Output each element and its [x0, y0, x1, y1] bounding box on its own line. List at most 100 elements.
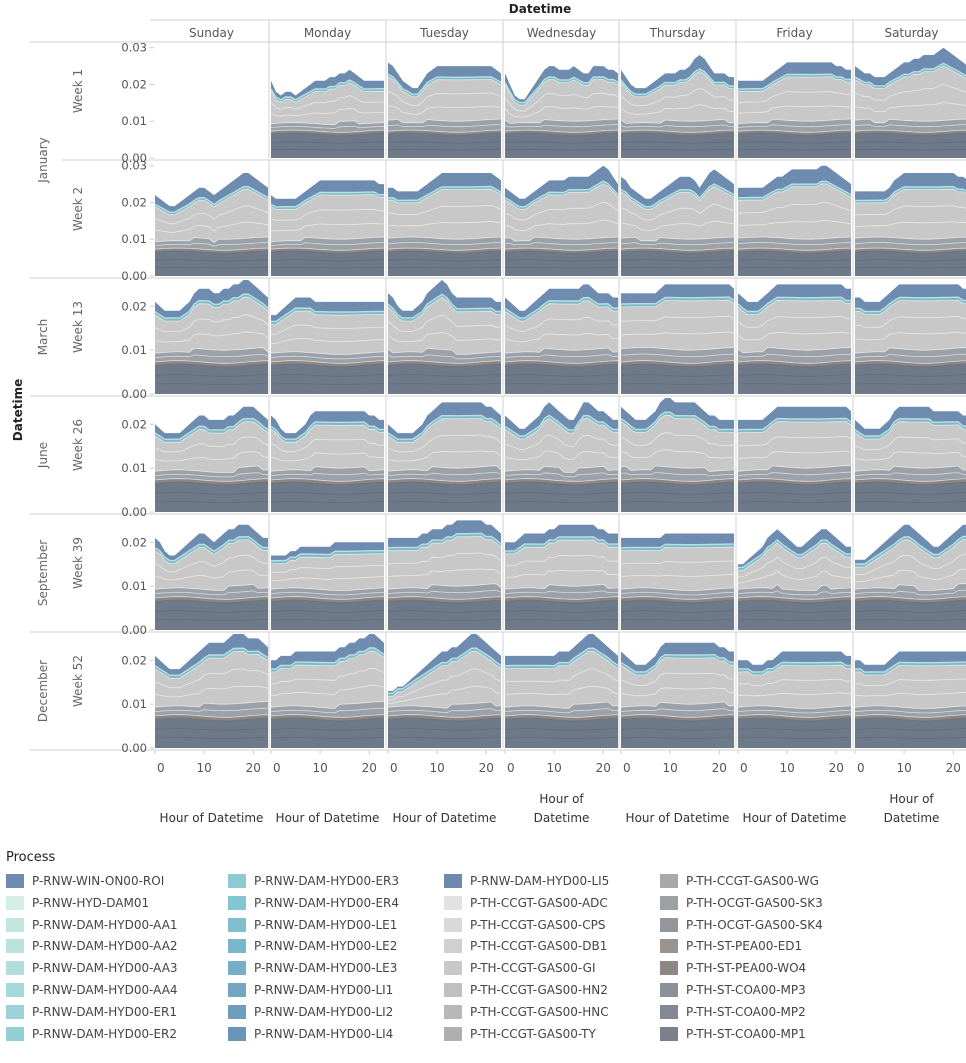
x-tick-label: 10: [896, 761, 911, 775]
layer-separator: [854, 299, 966, 315]
layer-separator: [854, 596, 966, 600]
layer-separator: [154, 221, 269, 233]
layer-separator: [387, 478, 502, 482]
hydro-highlight: [387, 73, 502, 95]
peat-area: [621, 478, 734, 485]
layer-separator: [737, 250, 852, 254]
layer-separator: [504, 259, 618, 262]
x-tick-label: 0: [390, 761, 398, 775]
wind-area: [621, 55, 734, 95]
layer-separator: [154, 707, 269, 712]
legend-label: P-RNW-DAM-HYD00-AA2: [32, 939, 178, 954]
layer-separator: [270, 247, 385, 251]
legend-label: P-RNW-DAM-HYD00-LE2: [254, 939, 398, 954]
legend-swatch: [228, 961, 246, 976]
layer-separator: [154, 728, 269, 731]
layer-separator: [504, 481, 619, 486]
coal-area: [155, 482, 268, 512]
layer-separator: [387, 501, 501, 503]
x-tick-label: 20: [946, 761, 961, 775]
wind-area: [388, 62, 501, 95]
layer-separator: [270, 129, 385, 133]
layer-separator: [620, 242, 735, 246]
layer-separator: [387, 717, 502, 722]
coal-area: [621, 133, 734, 158]
layer-separator: [270, 351, 385, 355]
layer-separator: [270, 360, 385, 364]
ocgt-area: [388, 237, 501, 251]
layer-separator: [737, 542, 851, 571]
layer-separator: [737, 242, 852, 246]
layer-separator: [154, 569, 269, 581]
layer-separator: [270, 466, 385, 472]
coal-area: [271, 600, 384, 630]
legend-swatch: [660, 961, 678, 976]
layer-separator: [620, 708, 735, 712]
layer-separator: [504, 118, 619, 124]
layer-separator: [737, 664, 852, 676]
legend-item: P-RNW-DAM-HYD00-LE3: [228, 959, 397, 977]
layer-separator: [737, 247, 852, 251]
ocgt-area: [155, 237, 268, 251]
cell-monday: [270, 297, 385, 394]
layer-separator: [620, 259, 734, 262]
layer-separator: [854, 619, 966, 621]
hydro-highlight: [854, 296, 966, 313]
hydro-highlight: [504, 414, 618, 437]
coal-area: [855, 482, 966, 512]
layer-separator: [154, 583, 269, 591]
legend-item: P-TH-CCGT-GAS00-GI: [444, 959, 596, 977]
layer-separator: [387, 105, 502, 115]
layer-separator: [620, 728, 735, 731]
layer-separator: [387, 124, 502, 128]
layer-separator: [504, 354, 619, 358]
cell-monday: [270, 180, 385, 276]
layer-separator: [504, 247, 619, 251]
peat-area: [155, 248, 268, 254]
peat-area: [738, 130, 851, 136]
layer-separator: [620, 132, 735, 136]
hydro-highlight: [854, 535, 966, 565]
legend-label: P-TH-CCGT-GAS00-DB1: [470, 939, 608, 954]
peat-area: [505, 130, 618, 136]
legend-item: P-RNW-DAM-HYD00-ER4: [228, 894, 399, 912]
legend-item: P-RNW-DAM-HYD00-AA2: [6, 937, 178, 955]
layer-separator: [737, 619, 851, 621]
ocgt-area: [505, 119, 618, 133]
peat-area: [388, 596, 501, 603]
coal-area: [388, 364, 501, 394]
legend-item: P-TH-ST-PEA00-WO4: [660, 959, 806, 977]
layer-separator: [504, 219, 619, 231]
layer-separator: [154, 314, 269, 333]
hydro-area: [855, 297, 966, 315]
legend-item: P-TH-CCGT-GAS00-CPS: [444, 916, 605, 934]
legend-item: P-TH-CCGT-GAS00-TY: [444, 1025, 596, 1043]
layer-separator: [737, 610, 852, 613]
cell-sunday: [154, 524, 269, 630]
ccgt-area: [388, 536, 501, 590]
coal-area: [271, 718, 384, 748]
ocgt-area: [271, 120, 384, 133]
coal-area: [738, 482, 851, 512]
legend-swatch: [660, 895, 678, 910]
layer-separator: [154, 701, 269, 708]
layer-separator: [620, 657, 735, 676]
layer-separator: [854, 737, 966, 739]
coal-area: [855, 718, 966, 748]
layer-separator: [854, 141, 966, 144]
legend-item: P-RNW-DAM-HYD00-ER2: [6, 1025, 177, 1043]
ocgt-area: [505, 237, 618, 251]
legend-swatch: [444, 1004, 462, 1019]
cell-wednesday: [504, 634, 619, 748]
layer-separator: [854, 374, 966, 377]
layer-separator: [387, 481, 502, 486]
ccgt-area: [388, 418, 501, 472]
legend-item: P-RNW-DAM-HYD00-AA1: [6, 916, 178, 934]
layer-separator: [737, 728, 852, 731]
layer-separator: [154, 610, 269, 613]
legend-label: P-TH-CCGT-GAS00-TY: [470, 1026, 596, 1041]
layer-separator: [854, 610, 966, 613]
y-tick-label: 0.02: [121, 299, 147, 313]
coal-area: [505, 600, 618, 630]
legend-swatch: [228, 895, 246, 910]
